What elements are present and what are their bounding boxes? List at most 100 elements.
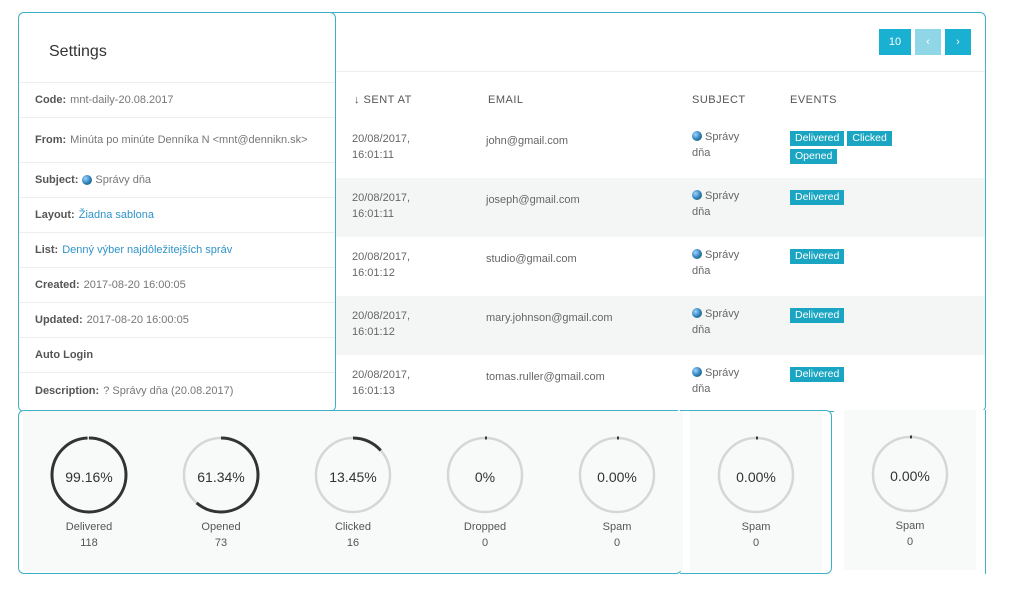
- updated-value: 2017-08-20 16:00:05: [86, 314, 189, 326]
- stat-count: 0: [906, 536, 914, 548]
- progress-ring: [717, 436, 795, 514]
- events-cell: Delivered: [790, 249, 940, 264]
- stat-count: 118: [80, 537, 98, 549]
- stat-count: 0: [752, 537, 760, 549]
- settings-from-row: From: Minúta po minúte Denníka N <mnt@den…: [19, 118, 335, 163]
- event-badge-delivered: Delivered: [790, 367, 845, 382]
- subject-line: Správy: [692, 129, 739, 145]
- layout-label: Layout:: [35, 209, 75, 221]
- subject-line: Správy: [692, 365, 739, 381]
- settings-panel: Settings Code: mnt-daily-20.08.2017 From…: [18, 12, 336, 412]
- header-sent-at[interactable]: ↓ SENT AT: [354, 94, 412, 106]
- table-row: 20/08/2017, 16:01:11 joseph@gmail.com Správ…: [320, 178, 985, 237]
- settings-list-row: List: Denný výber najdôležitejších správ: [19, 233, 335, 268]
- created-label: Created:: [35, 279, 80, 291]
- progress-ring: [578, 436, 656, 514]
- stat-label: Opened: [201, 521, 241, 533]
- events-cell: Delivered: [790, 190, 940, 205]
- sent-time: 16:01:12: [352, 326, 395, 338]
- sent-date: 20/08/2017,: [352, 251, 411, 263]
- next-page-button[interactable]: ›: [945, 29, 971, 55]
- ring-fill: [50, 436, 128, 514]
- table-row: 20/08/2017, 16:01:11 john@gmail.com Správy d…: [320, 119, 985, 178]
- subject-text: Správy: [705, 249, 740, 261]
- events-cell: Delivered: [790, 367, 940, 382]
- sent-date: 20/08/2017,: [352, 133, 411, 145]
- page-size-button[interactable]: 10: [879, 29, 911, 55]
- header-subject[interactable]: SUBJECT: [692, 94, 746, 106]
- sent-date: 20/08/2017,: [352, 369, 411, 381]
- stat-label: Clicked: [334, 521, 372, 533]
- subject-text-cont: dňa: [692, 324, 711, 336]
- stat-clicked: 13.45% Clicked 16: [287, 411, 419, 571]
- stat-percentage: 61.34%: [197, 469, 245, 485]
- email-cell[interactable]: tomas.ruller@gmail.com: [486, 371, 605, 383]
- event-badge-opened: Opened: [790, 149, 838, 164]
- from-value: Minúta po minúte Denníka N <mnt@dennikn.…: [70, 133, 308, 146]
- stat-label: Delivered: [65, 521, 113, 533]
- email-cell[interactable]: john@gmail.com: [486, 135, 569, 147]
- subject-cell: Správy dňa: [692, 306, 739, 338]
- autologin-label: Auto Login: [35, 349, 94, 361]
- stat-count: 0: [481, 537, 489, 549]
- from-label: From:: [35, 133, 67, 146]
- subject-text: Správy: [705, 308, 740, 320]
- ring-fill: [871, 435, 949, 513]
- sent-time: 16:01:11: [352, 149, 395, 161]
- event-badge-delivered: Delivered: [790, 249, 845, 264]
- subject-value: Správy dňa: [95, 174, 152, 186]
- pagination: 10 ‹ ›: [879, 29, 971, 55]
- subject-text-cont: dňa: [692, 206, 711, 218]
- sent-at-cell: 20/08/2017, 16:01:11: [352, 190, 410, 222]
- stat-percentage: 13.45%: [329, 469, 377, 485]
- stat-label: Spam: [895, 520, 925, 532]
- email-cell[interactable]: studio@gmail.com: [486, 253, 577, 265]
- event-badge-delivered: Delivered: [790, 190, 845, 205]
- progress-ring: [314, 436, 392, 514]
- settings-code-row: Code: mnt-daily-20.08.2017: [19, 83, 335, 118]
- header-email[interactable]: EMAIL: [488, 94, 524, 106]
- progress-ring: [182, 436, 260, 514]
- layout-link[interactable]: Žiadna sablona: [78, 209, 154, 221]
- subject-text-cont: dňa: [692, 147, 711, 159]
- stat-percentage: 99.16%: [65, 469, 113, 485]
- event-badge-clicked: Clicked: [847, 131, 892, 146]
- subject-cell: Správy dňa: [692, 365, 739, 397]
- globe-icon: [82, 175, 93, 185]
- stats-panel-tertiary: 0.00% Spam 0: [834, 410, 986, 574]
- progress-ring: [446, 436, 524, 514]
- email-cell[interactable]: mary.johnson@gmail.com: [486, 312, 613, 324]
- table-row: 20/08/2017, 16:01:12 studio@gmail.com Správ…: [320, 237, 985, 296]
- subject-label: Subject:: [35, 174, 79, 186]
- stat-percentage: 0.00%: [736, 469, 776, 485]
- event-badge-delivered: Delivered: [790, 131, 845, 146]
- settings-title: Settings: [19, 13, 335, 83]
- settings-autologin-row: Auto Login: [19, 338, 335, 373]
- subject-text: Správy: [705, 190, 740, 202]
- progress-ring: [50, 436, 128, 514]
- sent-time: 16:01:12: [352, 267, 395, 279]
- created-value: 2017-08-20 16:00:05: [83, 279, 186, 291]
- globe-icon: [692, 249, 702, 259]
- code-label: Code:: [35, 94, 67, 106]
- subject-text: Správy: [705, 367, 740, 379]
- sent-time: 16:01:13: [352, 385, 395, 397]
- description-value: ? Správy dňa (20.08.2017): [103, 384, 234, 397]
- sent-date: 20/08/2017,: [352, 192, 411, 204]
- globe-icon: [692, 308, 702, 318]
- prev-page-button[interactable]: ‹: [915, 29, 941, 55]
- stat-label: Dropped: [463, 521, 507, 533]
- email-cell[interactable]: joseph@gmail.com: [486, 194, 580, 206]
- stat-label: Spam: [741, 521, 771, 533]
- stat-count: 73: [214, 537, 228, 549]
- sent-time: 16:01:11: [352, 208, 395, 220]
- stat-count: 16: [346, 537, 360, 549]
- settings-description-row: Description: ? Správy dňa (20.08.2017): [19, 373, 335, 408]
- list-link[interactable]: Denný výber najdôležitejších správ: [62, 244, 233, 256]
- ring-fill: [578, 436, 656, 514]
- header-events[interactable]: EVENTS: [790, 94, 838, 106]
- subject-text-cont: dňa: [692, 265, 711, 277]
- sent-at-cell: 20/08/2017, 16:01:12: [352, 308, 410, 340]
- subject-cell: Správy dňa: [692, 188, 739, 220]
- globe-icon: [692, 367, 702, 377]
